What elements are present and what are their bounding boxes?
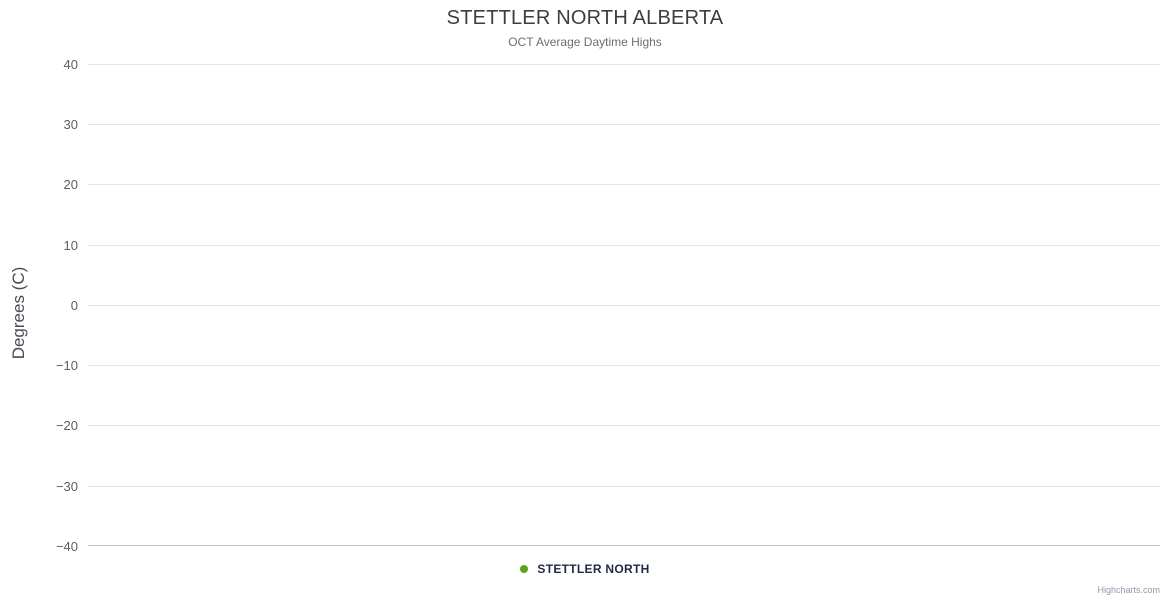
y-tick-label: 20 bbox=[63, 177, 78, 192]
chart-legend: STETTLER NORTH bbox=[0, 562, 1170, 576]
gridline-20 bbox=[88, 184, 1160, 185]
legend-marker-icon bbox=[520, 565, 529, 573]
y-tick-label: −10 bbox=[55, 358, 78, 373]
highcharts-credit-link[interactable]: Highcharts.com bbox=[1097, 585, 1160, 595]
series-layer bbox=[88, 64, 1160, 546]
x-axis-line bbox=[88, 545, 1160, 546]
y-tick-label: 40 bbox=[63, 57, 78, 72]
gridline-10 bbox=[88, 245, 1160, 246]
chart-subtitle: OCT Average Daytime Highs bbox=[508, 35, 662, 49]
gridline-neg30 bbox=[88, 486, 1160, 487]
chart-title: STETTLER NORTH ALBERTA bbox=[446, 7, 724, 29]
gridline-neg10 bbox=[88, 365, 1160, 366]
y-tick-label: 0 bbox=[70, 298, 78, 313]
y-axis-title: Degrees (C) bbox=[9, 266, 28, 360]
y-tick-label: −20 bbox=[55, 418, 78, 433]
gridline-0 bbox=[88, 305, 1160, 306]
y-tick-label: 30 bbox=[63, 117, 78, 132]
gridline-30 bbox=[88, 124, 1160, 125]
legend-item-stettler-north[interactable]: STETTLER NORTH bbox=[520, 562, 649, 576]
gridline-40 bbox=[88, 64, 1160, 65]
plot-area bbox=[88, 64, 1160, 546]
y-tick-label: 10 bbox=[63, 238, 78, 253]
y-tick-label: −30 bbox=[55, 479, 78, 494]
gridline-neg20 bbox=[88, 425, 1160, 426]
y-tick-label: −40 bbox=[55, 539, 78, 554]
legend-item-label: STETTLER NORTH bbox=[537, 562, 650, 576]
